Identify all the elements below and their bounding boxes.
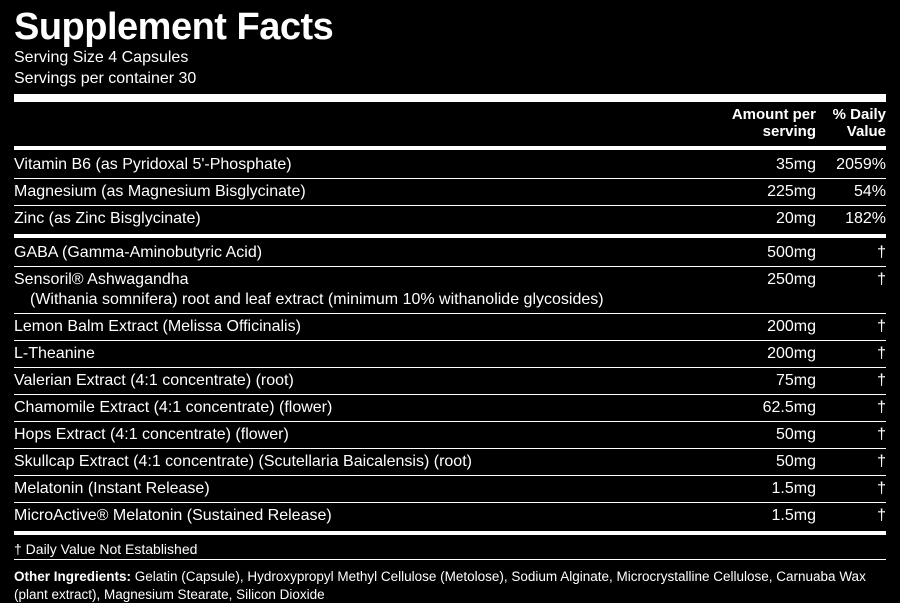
dv-footnote: † Daily Value Not Established [14,537,886,559]
ingredient-name: GABA (Gamma-Aminobutyric Acid) [14,243,706,263]
ingredient-dv: 2059% [816,155,886,175]
ingredient-name: Hops Extract (4:1 concentrate) (flower) [14,425,706,445]
ingredient-amount: 75mg [706,371,816,391]
ingredient-row: L-Theanine200mg† [14,341,886,367]
ingredient-row: Magnesium (as Magnesium Bisglycinate)225… [14,179,886,205]
ingredient-name: Magnesium (as Magnesium Bisglycinate) [14,182,706,202]
header-dv: % Daily Value [816,106,886,141]
ingredient-amount: 1.5mg [706,506,816,526]
ingredient-dv: 182% [816,209,886,229]
ingredient-dv: † [816,344,886,364]
divider-med [14,531,886,535]
header-amount: Amount per serving [706,106,816,141]
ingredient-amount: 225mg [706,182,816,202]
other-ingredients-label: Other Ingredients: [14,569,131,584]
divider-med [14,146,886,150]
ingredient-name: Skullcap Extract (4:1 concentrate) (Scut… [14,452,706,472]
ingredient-row: Lemon Balm Extract (Melissa Officinalis)… [14,314,886,340]
ingredient-row: Vitamin B6 (as Pyridoxal 5'-Phosphate)35… [14,152,886,178]
panel-title: Supplement Facts [14,8,886,46]
divider-thin [14,559,886,560]
ingredient-amount: 500mg [706,243,816,263]
ingredient-row: Hops Extract (4:1 concentrate) (flower)5… [14,422,886,448]
ingredient-row: GABA (Gamma-Aminobutyric Acid)500mg† [14,240,886,266]
ingredient-row: MicroActive® Melatonin (Sustained Releas… [14,503,886,529]
ingredient-name: L-Theanine [14,344,706,364]
ingredient-row: Chamomile Extract (4:1 concentrate) (flo… [14,395,886,421]
ingredient-name: Sensoril® Ashwagandha(Withania somnifera… [14,270,706,310]
ingredient-row: Sensoril® Ashwagandha(Withania somnifera… [14,267,886,313]
ingredient-amount: 50mg [706,425,816,445]
ingredient-name: Zinc (as Zinc Bisglycinate) [14,209,706,229]
ingredient-amount: 200mg [706,317,816,337]
ingredient-name: Chamomile Extract (4:1 concentrate) (flo… [14,398,706,418]
serving-size: Serving Size 4 Capsules [14,48,886,69]
servings-per-container: Servings per container 30 [14,69,886,90]
ingredient-amount: 1.5mg [706,479,816,499]
ingredient-name: Melatonin (Instant Release) [14,479,706,499]
ingredient-dv: † [816,479,886,499]
ingredient-name: Vitamin B6 (as Pyridoxal 5'-Phosphate) [14,155,706,175]
ingredient-amount: 20mg [706,209,816,229]
other-ingredients-text: Gelatin (Capsule), Hydroxypropyl Methyl … [14,569,866,602]
ingredient-dv: † [816,270,886,290]
ingredient-name: Lemon Balm Extract (Melissa Officinalis) [14,317,706,337]
ingredient-dv: † [816,425,886,445]
ingredient-dv: † [816,317,886,337]
ingredient-dv: 54% [816,182,886,202]
divider-med [14,234,886,238]
ingredient-amount: 250mg [706,270,816,290]
ingredient-amount: 50mg [706,452,816,472]
ingredient-row: Zinc (as Zinc Bisglycinate)20mg182% [14,206,886,232]
ingredient-dv: † [816,243,886,263]
other-ingredients: Other Ingredients: Gelatin (Capsule), Hy… [14,568,886,603]
ingredient-dv: † [816,398,886,418]
ingredient-dv: † [816,452,886,472]
ingredient-amount: 35mg [706,155,816,175]
column-headers: Amount per serving % Daily Value [14,104,886,145]
ingredient-row: Melatonin (Instant Release)1.5mg† [14,476,886,502]
ingredient-row: Valerian Extract (4:1 concentrate) (root… [14,368,886,394]
ingredient-amount: 62.5mg [706,398,816,418]
ingredient-dv: † [816,506,886,526]
ingredient-amount: 200mg [706,344,816,364]
divider-thick [14,94,886,102]
ingredient-name: Valerian Extract (4:1 concentrate) (root… [14,371,706,391]
ingredient-row: Skullcap Extract (4:1 concentrate) (Scut… [14,449,886,475]
ingredient-dv: † [816,371,886,391]
ingredient-subtext: (Withania somnifera) root and leaf extra… [14,290,706,310]
ingredient-name: MicroActive® Melatonin (Sustained Releas… [14,506,706,526]
